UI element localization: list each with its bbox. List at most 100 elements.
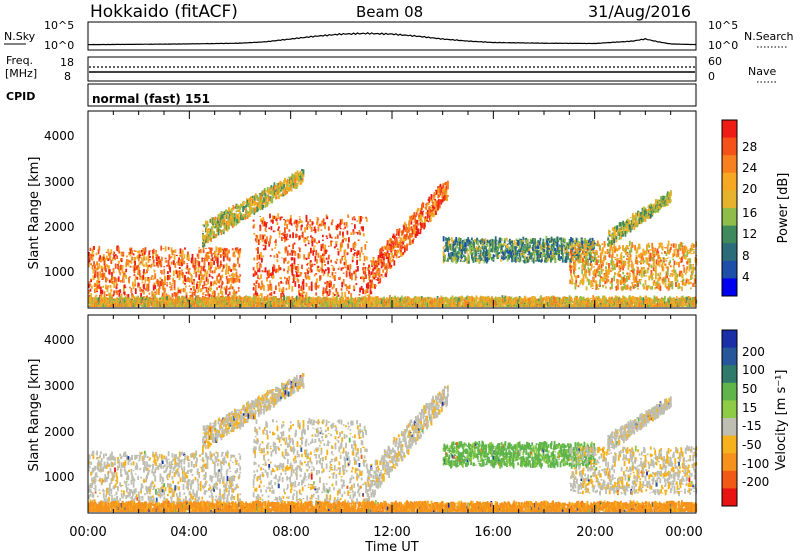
power-echo-2 bbox=[351, 256, 354, 260]
power-echo-1 bbox=[222, 213, 224, 219]
power-echo-3 bbox=[371, 282, 374, 285]
power-echo-1 bbox=[202, 236, 205, 240]
power-echo-1 bbox=[251, 195, 254, 199]
power-echo-1 bbox=[207, 239, 209, 243]
power-echo-0 bbox=[202, 266, 205, 272]
power-echo-0 bbox=[125, 275, 128, 279]
power-echo-2 bbox=[343, 261, 346, 266]
power-echo-2 bbox=[281, 216, 283, 219]
power-echo-2 bbox=[310, 247, 312, 254]
power-echo-5 bbox=[664, 263, 667, 266]
power-echo-0 bbox=[94, 288, 96, 293]
power-echo-5 bbox=[577, 275, 580, 278]
power-echo-5 bbox=[571, 278, 574, 285]
power-echo-1 bbox=[226, 214, 229, 218]
power-echo-0 bbox=[142, 274, 145, 280]
power-echo-4 bbox=[530, 240, 533, 244]
power-echo-1 bbox=[273, 194, 276, 197]
power-echo-0 bbox=[134, 257, 136, 261]
power-echo-0 bbox=[105, 268, 107, 273]
noise-left-label: N.Sky bbox=[4, 30, 36, 43]
power-echo-3 bbox=[394, 249, 396, 256]
power-echo-4 bbox=[541, 244, 544, 249]
power-echo-0 bbox=[170, 261, 173, 265]
power-echo-2 bbox=[339, 259, 342, 264]
power-echo-1 bbox=[298, 179, 300, 182]
power-echo-2 bbox=[261, 270, 264, 273]
power-echo-5 bbox=[643, 260, 646, 263]
power-echo-2 bbox=[275, 268, 278, 273]
freq-panel: Freq. [MHz] 18 8 60 0 Nave bbox=[5, 54, 778, 83]
power-echo-0 bbox=[99, 259, 102, 262]
power-echo-5 bbox=[640, 263, 642, 265]
power-echo-3 bbox=[432, 202, 434, 204]
power-echo-2 bbox=[289, 218, 292, 224]
power-echo-0 bbox=[140, 257, 143, 262]
power-echo-5 bbox=[676, 273, 679, 278]
power-echo-0 bbox=[221, 291, 224, 296]
power-echo-0 bbox=[94, 264, 96, 266]
power-echo-1 bbox=[286, 186, 289, 189]
power-echo-0 bbox=[172, 250, 175, 253]
power-echo-0 bbox=[106, 287, 109, 293]
power-echo-4 bbox=[522, 239, 525, 243]
power-echo-2 bbox=[322, 256, 325, 262]
power-echo-1 bbox=[276, 183, 279, 188]
power-echo-3 bbox=[396, 252, 399, 254]
power-echo-3 bbox=[446, 195, 448, 202]
power-echo-4 bbox=[462, 260, 464, 262]
power-echo-2 bbox=[289, 264, 292, 267]
power-echo-2 bbox=[254, 284, 257, 287]
power-echo-4 bbox=[489, 239, 492, 241]
power-echo-3 bbox=[403, 237, 405, 242]
power-echo-4 bbox=[538, 241, 541, 246]
power-echo-0 bbox=[239, 274, 242, 277]
power-echo-0 bbox=[182, 280, 185, 284]
power-echo-3 bbox=[422, 210, 425, 212]
power-echo-3 bbox=[394, 239, 397, 246]
power-echo-6 bbox=[652, 214, 654, 216]
power-echo-4 bbox=[516, 259, 519, 262]
power-echo-2 bbox=[342, 239, 344, 243]
power-echo-4 bbox=[459, 238, 462, 242]
power-echo-0 bbox=[202, 285, 204, 290]
power-echo-0 bbox=[219, 288, 222, 294]
power-echo-2 bbox=[346, 230, 349, 235]
power-echo-0 bbox=[230, 277, 233, 280]
power-echo-0 bbox=[238, 253, 241, 259]
power-echo-1 bbox=[225, 209, 227, 215]
power-echo-0 bbox=[102, 272, 104, 278]
power-echo-0 bbox=[91, 265, 94, 270]
power-echo-2 bbox=[317, 224, 320, 226]
power-echo-2 bbox=[314, 255, 317, 262]
power-echo-0 bbox=[193, 268, 196, 273]
power-echo-0 bbox=[234, 254, 236, 258]
power-echo-2 bbox=[263, 248, 265, 251]
power-echo-0 bbox=[196, 292, 199, 293]
power-echo-3 bbox=[447, 195, 449, 197]
power-echo-2 bbox=[312, 237, 315, 241]
power-echo-1 bbox=[225, 220, 228, 225]
power-echo-4 bbox=[494, 239, 497, 244]
power-echo-4 bbox=[503, 243, 506, 246]
power-echo-4 bbox=[480, 257, 483, 261]
power-echo-3 bbox=[373, 274, 376, 278]
power-echo-0 bbox=[92, 250, 95, 253]
power-echo-2 bbox=[278, 230, 281, 236]
power-echo-5 bbox=[662, 283, 665, 285]
power-echo-2 bbox=[282, 293, 285, 297]
power-echo-5 bbox=[585, 269, 588, 273]
power-echo-0 bbox=[190, 273, 192, 276]
power-echo-0 bbox=[149, 256, 151, 258]
power-echo-1 bbox=[263, 197, 265, 199]
power-echo-0 bbox=[234, 277, 236, 283]
power-echo-3 bbox=[425, 211, 428, 215]
power-echo-0 bbox=[148, 292, 151, 295]
power-echo-1 bbox=[213, 231, 215, 235]
power-echo-3 bbox=[392, 256, 395, 258]
power-echo-0 bbox=[123, 273, 126, 275]
cpid-mode: normal (fast) 151 bbox=[92, 92, 210, 106]
power-echo-2 bbox=[333, 246, 336, 249]
power-echo-0 bbox=[126, 294, 128, 296]
power-echo-0 bbox=[138, 251, 141, 255]
